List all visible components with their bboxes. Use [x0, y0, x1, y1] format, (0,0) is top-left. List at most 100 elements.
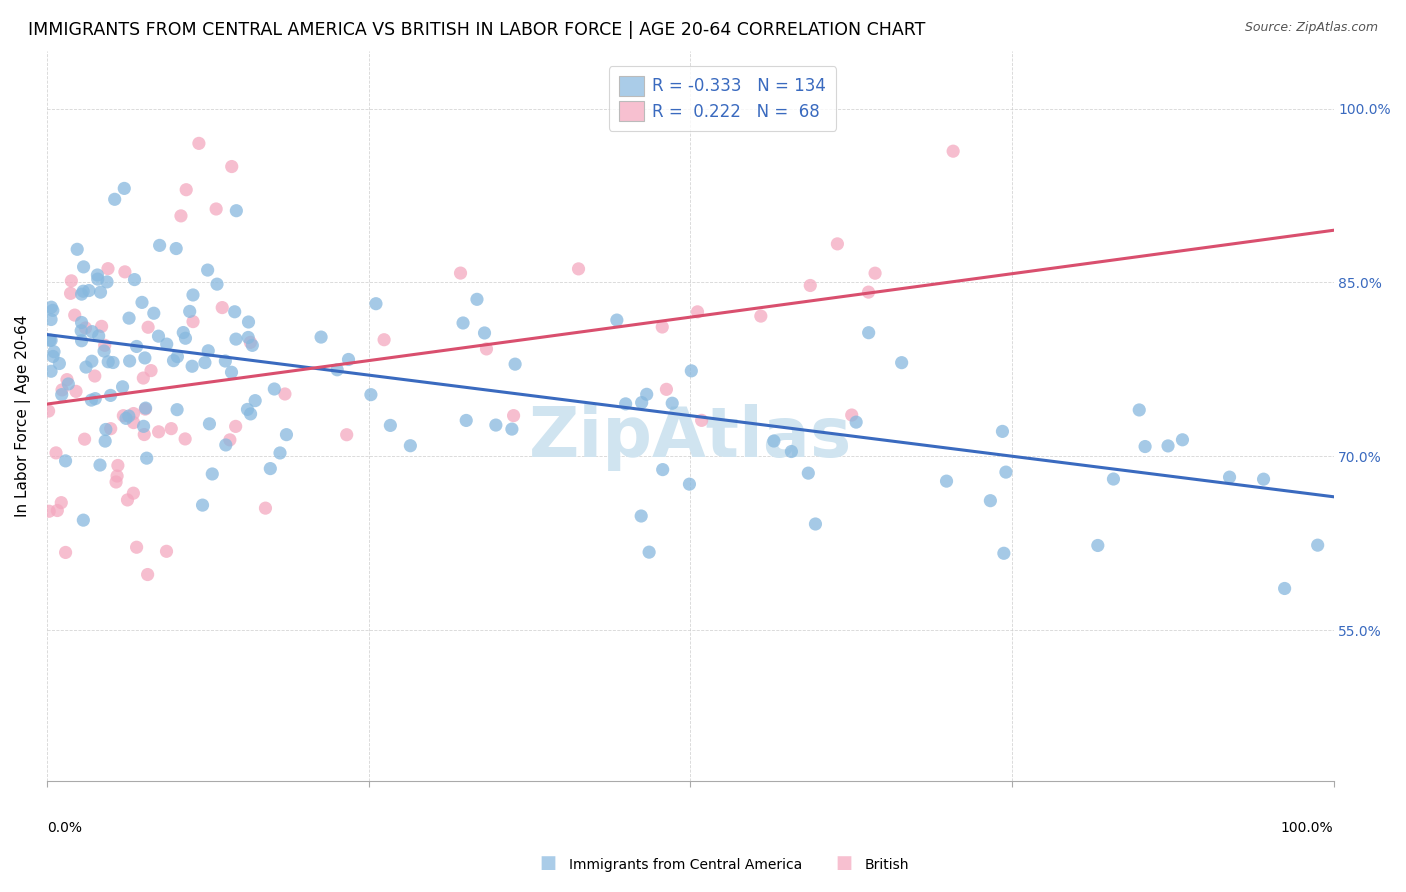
Point	[39, 312, 62, 326]
Point	[236, 402, 259, 417]
Point	[87, 329, 110, 343]
Point	[614, 397, 637, 411]
Point	[39, 300, 62, 314]
Point	[238, 315, 260, 329]
Point	[1133, 440, 1156, 454]
Point	[70, 334, 93, 348]
Point	[166, 350, 188, 364]
Point	[243, 393, 266, 408]
Point	[86, 268, 108, 282]
Point	[942, 144, 965, 158]
Point	[38, 504, 60, 518]
Point	[225, 419, 247, 434]
Point	[89, 458, 111, 472]
Point	[681, 364, 703, 378]
Point	[364, 296, 387, 310]
Point	[450, 266, 472, 280]
Point	[841, 408, 863, 422]
Point	[630, 395, 652, 409]
Point	[804, 516, 827, 531]
Point	[42, 303, 65, 318]
Point	[636, 387, 658, 401]
Point	[309, 330, 332, 344]
Point	[107, 458, 129, 473]
Point	[197, 343, 219, 358]
Point	[187, 136, 209, 151]
Point	[156, 337, 179, 351]
Point	[60, 274, 83, 288]
Point	[336, 427, 359, 442]
Point	[1219, 470, 1241, 484]
Point	[979, 493, 1001, 508]
Point	[181, 288, 204, 302]
Point	[124, 272, 146, 286]
Text: ■: ■	[540, 855, 557, 872]
Point	[75, 321, 97, 335]
Point	[112, 409, 135, 423]
Point	[148, 329, 170, 343]
Point	[845, 415, 868, 429]
Point	[215, 438, 238, 452]
Point	[83, 369, 105, 384]
Point	[503, 357, 526, 371]
Point	[80, 393, 103, 408]
Text: ■: ■	[835, 855, 852, 872]
Point	[65, 384, 87, 399]
Point	[935, 474, 957, 488]
Point	[198, 417, 221, 431]
Point	[132, 419, 155, 434]
Point	[170, 209, 193, 223]
Point	[890, 356, 912, 370]
Point	[39, 364, 62, 378]
Point	[73, 432, 96, 446]
Point	[42, 350, 65, 364]
Point	[174, 432, 197, 446]
Point	[97, 261, 120, 276]
Point	[501, 422, 523, 436]
Point	[380, 418, 402, 433]
Point	[690, 413, 713, 427]
Point	[139, 363, 162, 377]
Point	[77, 284, 100, 298]
Point	[72, 284, 94, 298]
Point	[254, 501, 277, 516]
Point	[638, 545, 661, 559]
Text: 0.0%: 0.0%	[46, 821, 82, 835]
Point	[112, 181, 135, 195]
Point	[373, 333, 395, 347]
Point	[1171, 433, 1194, 447]
Point	[136, 320, 159, 334]
Point	[132, 371, 155, 385]
Point	[94, 434, 117, 448]
Point	[993, 546, 1015, 560]
Point	[48, 357, 70, 371]
Point	[72, 260, 94, 274]
Point	[179, 304, 201, 318]
Point	[104, 192, 127, 206]
Point	[456, 413, 478, 427]
Point	[218, 433, 240, 447]
Text: Source: ZipAtlas.com: Source: ZipAtlas.com	[1244, 21, 1378, 34]
Point	[172, 326, 194, 340]
Point	[58, 376, 80, 391]
Point	[59, 286, 82, 301]
Point	[162, 353, 184, 368]
Point	[1253, 472, 1275, 486]
Point	[630, 508, 652, 523]
Point	[181, 315, 204, 329]
Point	[259, 461, 281, 475]
Point	[80, 354, 103, 368]
Point	[55, 454, 77, 468]
Point	[240, 338, 263, 352]
Point	[201, 467, 224, 481]
Point	[122, 486, 145, 500]
Point	[1102, 472, 1125, 486]
Point	[1274, 582, 1296, 596]
Text: ZipAtlas: ZipAtlas	[529, 404, 852, 471]
Point	[122, 407, 145, 421]
Point	[118, 311, 141, 326]
Point	[80, 325, 103, 339]
Point	[39, 334, 62, 348]
Point	[686, 305, 709, 319]
Point	[475, 342, 498, 356]
